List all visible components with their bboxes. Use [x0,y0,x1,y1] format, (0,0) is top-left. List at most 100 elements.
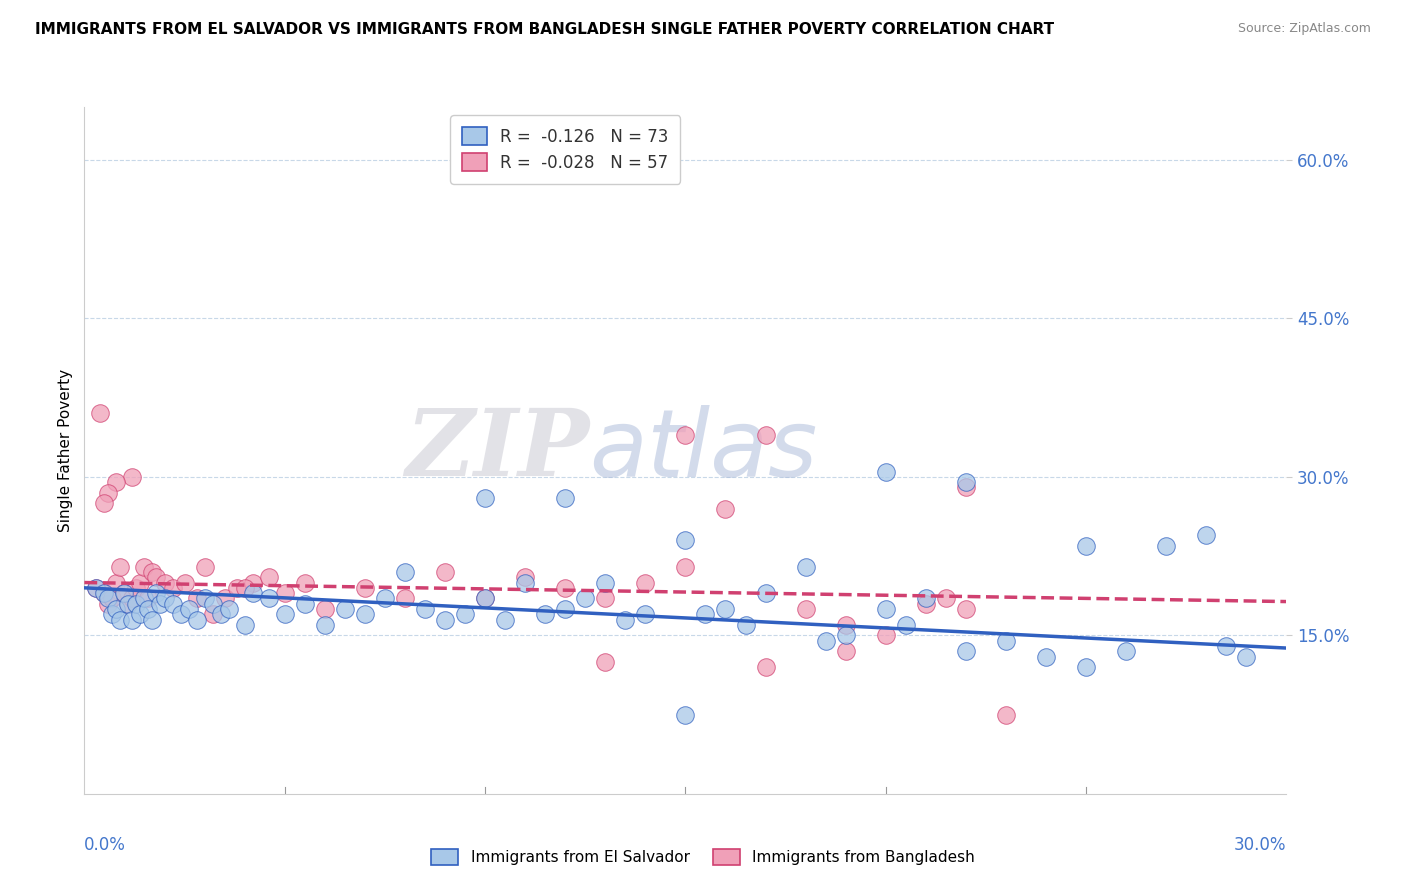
Text: ZIP: ZIP [405,406,589,495]
Point [153,575,176,590]
Point [734,617,756,632]
Point [875,465,897,479]
Point [101,591,124,606]
Text: Source: ZipAtlas.com: Source: ZipAtlas.com [1237,22,1371,36]
Point [186,591,208,606]
Point [474,491,496,505]
Point [955,475,977,490]
Point [138,591,160,606]
Y-axis label: Single Father Poverty: Single Father Poverty [58,369,73,532]
Point [209,607,232,622]
Point [995,707,1018,722]
Point [97,597,120,611]
Point [117,597,139,611]
Point [333,602,356,616]
Point [1076,660,1098,674]
Point [675,559,697,574]
Point [1215,639,1237,653]
Point [162,581,184,595]
Point [201,597,224,611]
Point [86,581,108,595]
Point [434,613,457,627]
Point [915,597,938,611]
Point [935,591,957,606]
Point [614,613,637,627]
Point [177,602,200,616]
Point [186,613,208,627]
Point [145,570,167,584]
Point [915,591,938,606]
Point [274,607,297,622]
Point [474,591,496,606]
Point [145,586,167,600]
Point [117,597,139,611]
Point [105,575,128,590]
Point [554,491,576,505]
Point [835,644,858,658]
Point [755,660,778,674]
Point [294,575,316,590]
Point [173,575,195,590]
Point [121,613,143,627]
Point [134,559,156,574]
Legend: R =  -0.126   N = 73, R =  -0.028   N = 57: R = -0.126 N = 73, R = -0.028 N = 57 [450,115,681,184]
Point [1035,649,1057,664]
Point [97,591,120,606]
Point [675,707,697,722]
Point [755,586,778,600]
Point [835,617,858,632]
Point [138,602,160,616]
Point [1195,528,1218,542]
Point [114,586,135,600]
Point [374,591,396,606]
Point [794,602,817,616]
Point [233,617,256,632]
Point [714,602,737,616]
Point [695,607,717,622]
Point [515,575,537,590]
Point [955,644,977,658]
Point [114,586,135,600]
Point [794,559,817,574]
Point [93,586,115,600]
Point [149,597,172,611]
Point [169,607,191,622]
Point [595,575,617,590]
Point [1115,644,1137,658]
Point [97,485,120,500]
Point [201,607,224,622]
Point [153,591,176,606]
Point [714,501,737,516]
Point [554,581,576,595]
Point [218,602,240,616]
Point [634,575,657,590]
Point [354,581,377,595]
Point [875,628,897,642]
Point [394,565,416,579]
Point [554,602,576,616]
Point [214,591,236,606]
Point [274,586,297,600]
Point [755,427,778,442]
Point [257,591,280,606]
Point [141,613,163,627]
Text: atlas: atlas [589,405,817,496]
Point [129,575,152,590]
Legend: Immigrants from El Salvador, Immigrants from Bangladesh: Immigrants from El Salvador, Immigrants … [425,843,981,871]
Point [595,591,617,606]
Point [86,581,108,595]
Point [314,602,336,616]
Point [474,591,496,606]
Point [105,602,128,616]
Point [955,602,977,616]
Point [141,565,163,579]
Point [814,633,837,648]
Text: IMMIGRANTS FROM EL SALVADOR VS IMMIGRANTS FROM BANGLADESH SINGLE FATHER POVERTY : IMMIGRANTS FROM EL SALVADOR VS IMMIGRANT… [35,22,1054,37]
Point [125,597,148,611]
Point [634,607,657,622]
Point [675,427,697,442]
Point [121,591,143,606]
Point [225,581,247,595]
Point [454,607,477,622]
Point [835,628,858,642]
